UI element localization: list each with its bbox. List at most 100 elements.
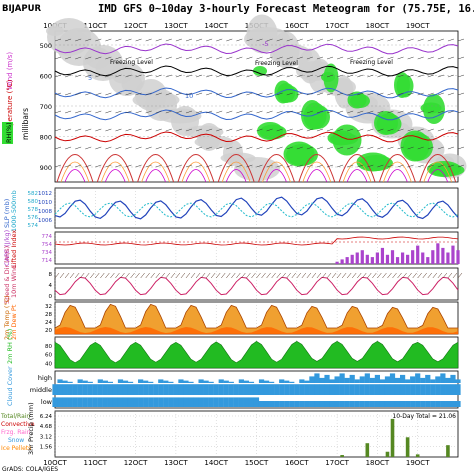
wind-barb bbox=[75, 146, 82, 150]
wind-barb bbox=[175, 164, 182, 168]
cloud-bar bbox=[349, 401, 355, 407]
wind-barb bbox=[85, 92, 92, 96]
wind-direction-barb bbox=[326, 272, 332, 279]
wind-barb bbox=[226, 146, 233, 150]
cloud-bar bbox=[445, 377, 451, 383]
pressure-tick-label: 700 bbox=[40, 103, 52, 111]
cape-bar bbox=[436, 243, 440, 264]
wind-direction-barb bbox=[397, 272, 402, 279]
wind-barb bbox=[397, 56, 404, 60]
wind-direction-barb bbox=[100, 272, 105, 279]
wind-barb bbox=[266, 56, 273, 60]
cloud-bar bbox=[319, 401, 325, 407]
cloud-bar bbox=[183, 384, 189, 395]
cloud-bar bbox=[72, 397, 78, 407]
cloud-bar bbox=[274, 401, 280, 407]
wind-barb bbox=[316, 92, 324, 96]
precip-bar bbox=[415, 454, 420, 457]
cloud-bar bbox=[359, 384, 365, 395]
wind-barb bbox=[316, 110, 324, 114]
wind-barb bbox=[64, 92, 72, 96]
wind-barb bbox=[75, 110, 82, 114]
wind-barb bbox=[236, 128, 243, 132]
wind-direction-barb bbox=[382, 272, 387, 279]
cloud-bar bbox=[425, 374, 431, 383]
wind-barb bbox=[447, 146, 455, 150]
rh-shade bbox=[246, 14, 278, 54]
wind-barb bbox=[326, 92, 334, 96]
wind-direction-barb bbox=[74, 272, 80, 279]
cloud-bar bbox=[334, 376, 340, 383]
cloud-bar bbox=[203, 384, 209, 395]
cloud-bar bbox=[163, 397, 169, 407]
cloud-bar bbox=[379, 401, 386, 407]
wind-barb bbox=[306, 146, 313, 150]
wind-direction-barb bbox=[427, 272, 432, 279]
temperature-panel: 32 28 24 20 bbox=[45, 301, 459, 335]
wind-barb bbox=[387, 110, 394, 114]
wind-barb bbox=[306, 164, 313, 168]
date-label-top: 11OCT bbox=[84, 22, 108, 30]
bl-temp-arc bbox=[96, 154, 134, 183]
cloud-bar bbox=[410, 401, 416, 407]
wind-barb bbox=[165, 146, 172, 150]
wind-barb bbox=[357, 74, 364, 78]
date-label-bottom: 17OCT bbox=[325, 459, 349, 467]
wind-barb bbox=[437, 128, 444, 132]
wind-barb bbox=[397, 146, 404, 150]
wind-barb bbox=[256, 110, 263, 114]
wind-barb bbox=[397, 92, 404, 96]
cloud-bar bbox=[87, 381, 93, 383]
slp-tick: 1012 bbox=[38, 191, 52, 197]
slp-label: SLP (mb) bbox=[3, 199, 11, 228]
wind-barb bbox=[95, 92, 102, 96]
wind-barb bbox=[226, 110, 233, 114]
cloud-bar bbox=[223, 380, 229, 383]
cloud-bar bbox=[208, 397, 214, 407]
cloud-bar bbox=[218, 397, 224, 407]
date-label-bottom: 16OCT bbox=[285, 459, 309, 467]
wind-barb bbox=[276, 164, 283, 168]
wind-barb bbox=[195, 110, 203, 114]
wind-direction-barb bbox=[346, 272, 352, 279]
wind-barb bbox=[437, 56, 444, 60]
wind-barb bbox=[306, 38, 313, 42]
wind-barb bbox=[75, 56, 82, 60]
chart-title: IMD GFS 0~10day 3-hourly Forecast Meteog… bbox=[98, 3, 474, 15]
thickness-line bbox=[54, 202, 459, 218]
cloud-bar bbox=[138, 379, 144, 383]
precip-panel: 6.24 4.68 3.12 1.56 10-Day Total = 21.06 bbox=[40, 410, 459, 458]
legend-total: Total/Rain bbox=[0, 413, 30, 420]
slp-tick: 1008 bbox=[38, 209, 52, 215]
wind-barb bbox=[337, 56, 344, 60]
wind-barb bbox=[266, 146, 273, 150]
cloud-bar bbox=[127, 381, 134, 383]
wind-barb bbox=[457, 128, 465, 132]
cloud-bar bbox=[374, 384, 380, 395]
bl-temp-arc bbox=[225, 169, 247, 183]
wind-barb bbox=[407, 92, 414, 96]
wind-barb bbox=[357, 128, 364, 132]
wind-tick: 0 bbox=[49, 294, 53, 300]
cloud-bar bbox=[435, 384, 441, 395]
wind-barb bbox=[276, 56, 283, 60]
wind-barb bbox=[75, 38, 82, 42]
cape-bar bbox=[345, 257, 349, 264]
wind-barb bbox=[407, 56, 414, 60]
wind-barb bbox=[367, 74, 374, 78]
wind-direction-barb bbox=[231, 272, 236, 279]
cloud-bar bbox=[389, 384, 396, 395]
wind-barb bbox=[246, 164, 253, 168]
wind-barb bbox=[226, 74, 233, 78]
wind-barb bbox=[387, 56, 394, 60]
cloud-bar bbox=[243, 384, 250, 395]
wind-barb bbox=[54, 128, 62, 132]
temperature-label: Temperature (°C) bbox=[6, 79, 14, 141]
wind-barb bbox=[175, 74, 182, 78]
cloud-bar bbox=[263, 384, 270, 395]
wind-barb bbox=[367, 164, 374, 168]
wind-barb bbox=[276, 128, 283, 132]
bl-temp-arc bbox=[346, 169, 368, 183]
wind-barb bbox=[407, 74, 414, 78]
precip-tick: 4.68 bbox=[40, 424, 53, 430]
